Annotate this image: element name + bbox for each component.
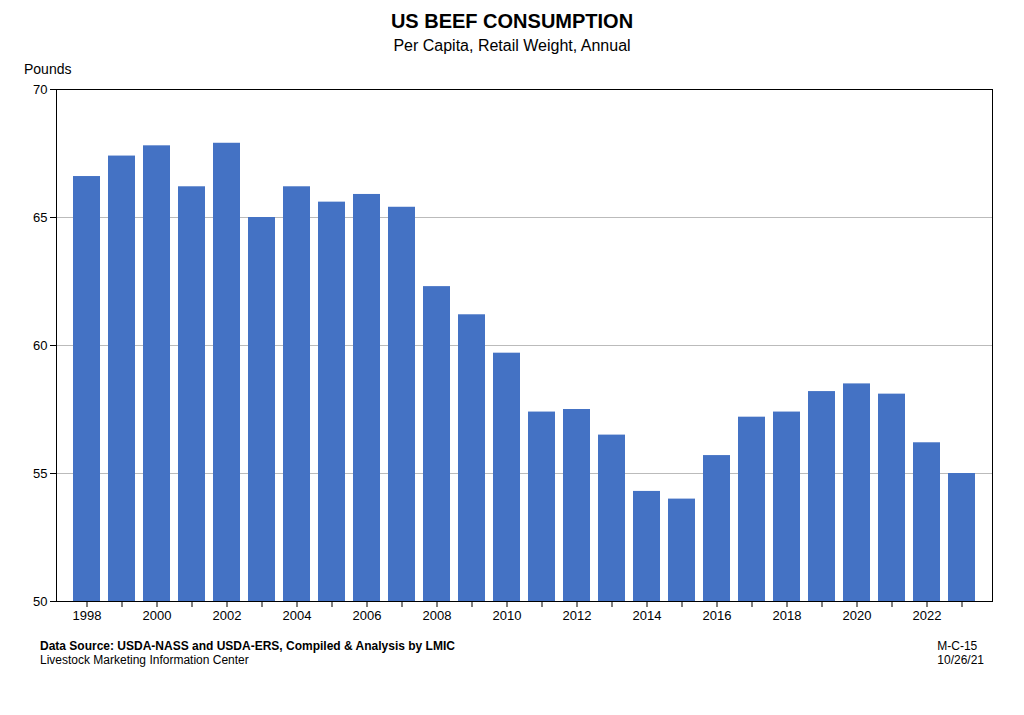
svg-text:2002: 2002 — [213, 608, 242, 623]
html-text:US BEEF CONSUMPTION: US BEEF CONSUMPTION — [390, 10, 634, 32]
svg-text:2014: 2014 — [633, 608, 662, 623]
svg-text:2012: 2012 — [563, 608, 592, 623]
svg-text:2018: 2018 — [773, 608, 802, 623]
svg-text:50: 50 — [33, 594, 47, 609]
svg-text:2022: 2022 — [913, 608, 942, 623]
svg-text:2020: 2020 — [843, 608, 872, 623]
html-text:Data Source: USDA-NASS and USD: Data Source: USDA-NASS and USDA-ERS, Com… — [40, 639, 455, 653]
svg-text:2006: 2006 — [353, 608, 382, 623]
svg-text:2000: 2000 — [143, 608, 172, 623]
svg-text:2008: 2008 — [423, 608, 452, 623]
svg-text:2004: 2004 — [283, 608, 312, 623]
html-text:M-C-15 10/26/21: M-C-15 10/26/21 — [937, 639, 984, 667]
html-text:Pounds: Pounds — [24, 61, 72, 77]
svg-text:2016: 2016 — [703, 608, 732, 623]
html-text:Livestock Marketing Informatio: Livestock Marketing Information Center — [40, 653, 249, 667]
svg-text:60: 60 — [33, 338, 47, 353]
svg-text:2010: 2010 — [493, 608, 522, 623]
svg-text:65: 65 — [33, 210, 47, 225]
svg-text:55: 55 — [33, 466, 47, 481]
svg-text:1998: 1998 — [73, 608, 102, 623]
html-text:Per Capita, Retail Weight, Ann: Per Capita, Retail Weight, Annual — [393, 37, 631, 54]
svg-text:70: 70 — [33, 82, 47, 97]
